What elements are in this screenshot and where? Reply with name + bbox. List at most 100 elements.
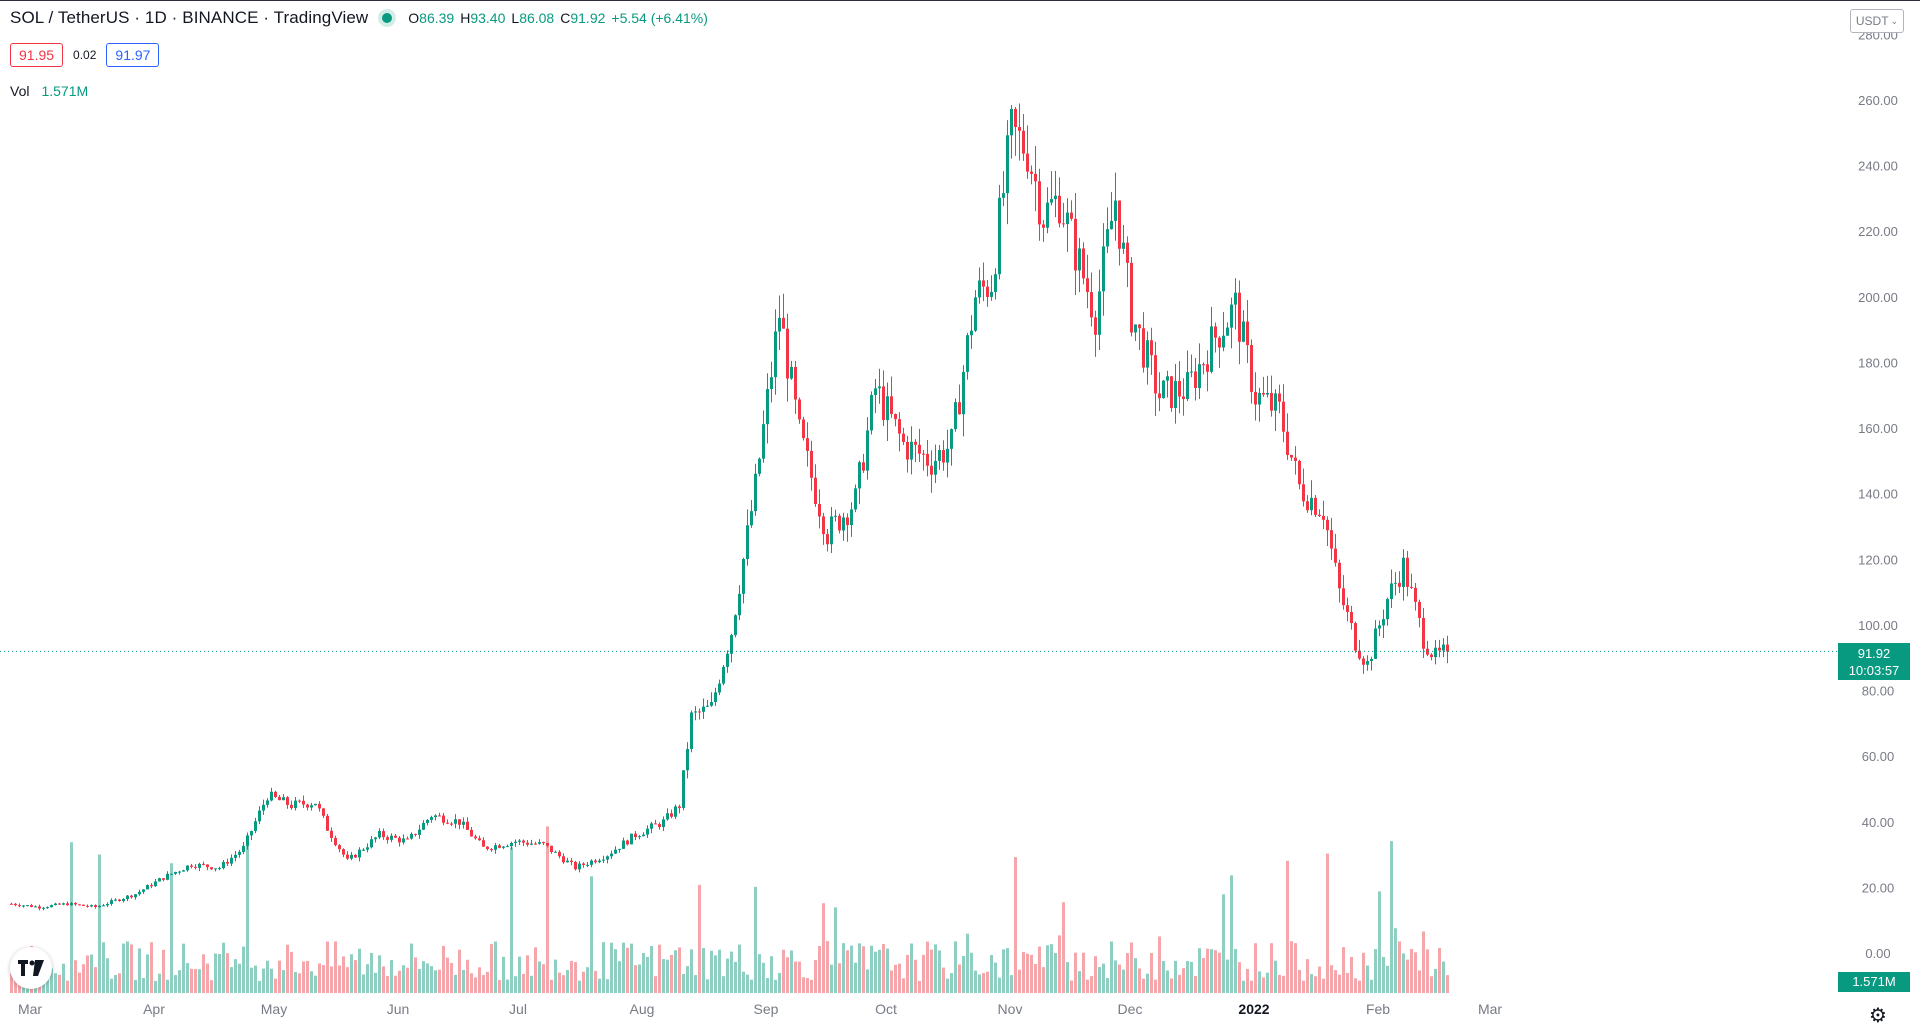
volume-bar	[670, 954, 673, 993]
candle-body	[1350, 611, 1353, 624]
candle-body	[1226, 327, 1229, 336]
volume-bar	[398, 970, 401, 993]
candle-body	[846, 517, 849, 526]
candle-body	[1362, 658, 1365, 665]
time-axis[interactable]: Mar Apr May Jun Jul Aug Sep Oct Nov Dec 2022 Feb Mar	[18, 1001, 1502, 1017]
candle-body	[1134, 324, 1137, 333]
candle-body	[1142, 328, 1145, 368]
volume-bar	[154, 980, 157, 993]
volume-bar	[1430, 976, 1433, 993]
price-axis[interactable]: 280.00260.00240.00220.00200.00180.00160.…	[1858, 27, 1898, 961]
volume-bar	[534, 947, 537, 993]
currency-select-button[interactable]: USDT ⌄	[1850, 9, 1904, 33]
volume-bar	[962, 956, 965, 993]
candle-body	[98, 905, 101, 908]
volume-bar	[98, 854, 101, 993]
buy-price-button[interactable]: 91.97	[106, 43, 160, 67]
candle-body	[858, 462, 861, 489]
volume-bar	[882, 943, 885, 993]
volume-bar	[974, 970, 977, 993]
volume-bar	[310, 971, 313, 993]
volume-bar	[262, 968, 265, 993]
volume-bar	[1294, 943, 1297, 993]
volume-bar	[502, 956, 505, 993]
volume-bar	[1326, 853, 1329, 993]
volume-bar	[1426, 949, 1429, 993]
candle-body	[62, 903, 65, 905]
candle-body	[790, 366, 793, 379]
candle-body	[438, 815, 441, 817]
volume-bar	[178, 970, 181, 993]
tradingview-logo-icon[interactable]	[10, 947, 52, 989]
candle-body	[10, 903, 13, 905]
price-tick-label: 40.00	[1862, 815, 1895, 830]
candle-body	[298, 800, 301, 802]
volume-bar	[714, 955, 717, 993]
volume-bar	[90, 954, 93, 993]
candle-body	[838, 515, 841, 531]
volume-legend[interactable]: Vol 1.571M	[10, 83, 88, 99]
price-tick-label: 80.00	[1862, 684, 1895, 699]
volume-bar	[854, 962, 857, 993]
candle-body	[1202, 364, 1205, 366]
volume-bar	[594, 970, 597, 993]
candle-body	[1214, 326, 1217, 338]
candle-body	[638, 836, 641, 838]
candle-body	[570, 860, 573, 862]
volume-bar	[462, 970, 465, 993]
candle-body	[1042, 224, 1045, 228]
candle-body	[1058, 195, 1061, 224]
volume-bar	[638, 964, 641, 993]
volume-bar	[1070, 980, 1073, 993]
time-tick-label: Aug	[630, 1001, 655, 1017]
volume-bar	[114, 975, 117, 993]
volume-bar	[842, 943, 845, 993]
volume-bar	[302, 961, 305, 993]
candle-body	[1238, 292, 1241, 342]
volume-bar	[190, 968, 193, 993]
candle-body	[1122, 242, 1125, 249]
candle-body	[830, 516, 833, 545]
candle-body	[1026, 153, 1029, 172]
candle-body	[1234, 292, 1237, 305]
sell-price-button[interactable]: 91.95	[10, 43, 64, 67]
candle-body	[258, 810, 261, 822]
candle-body	[182, 870, 185, 872]
symbol-title[interactable]: SOL / TetherUS · 1D · BINANCE · TradingV…	[10, 8, 369, 27]
volume-bar	[930, 949, 933, 993]
volume-bar	[1050, 944, 1053, 993]
candle-body	[794, 366, 797, 400]
volume-bar	[682, 973, 685, 993]
candle-body	[1114, 200, 1117, 221]
volume-bar	[758, 954, 761, 993]
volume-bar	[494, 941, 497, 993]
volume-bar	[530, 975, 533, 993]
candle-body	[546, 843, 549, 846]
volume-bar	[1366, 965, 1369, 993]
candle-body	[710, 701, 713, 706]
candle-body	[342, 849, 345, 855]
volume-bar	[1302, 980, 1305, 993]
volume-bar	[442, 945, 445, 993]
volume-bar	[258, 980, 261, 993]
volume-bar	[698, 884, 701, 993]
time-tick-label: Jul	[509, 1001, 527, 1017]
volume-bar	[722, 976, 725, 993]
volume-bar	[1154, 979, 1157, 993]
volume-bar	[86, 955, 89, 993]
chart-settings-gear-icon[interactable]: ⚙	[1869, 1005, 1887, 1027]
candle-body	[14, 903, 17, 906]
candle-body	[410, 833, 413, 839]
candle-body	[1390, 583, 1393, 600]
volume-bar	[894, 964, 897, 993]
candle-body	[1154, 355, 1157, 394]
candle-body	[522, 840, 525, 843]
candle-body	[474, 836, 477, 839]
volume-bar	[510, 847, 513, 993]
candle-body	[898, 419, 901, 434]
volume-bar	[306, 960, 309, 993]
volume-bar	[934, 944, 937, 993]
candle-body	[534, 843, 537, 845]
candle-body	[186, 865, 189, 871]
